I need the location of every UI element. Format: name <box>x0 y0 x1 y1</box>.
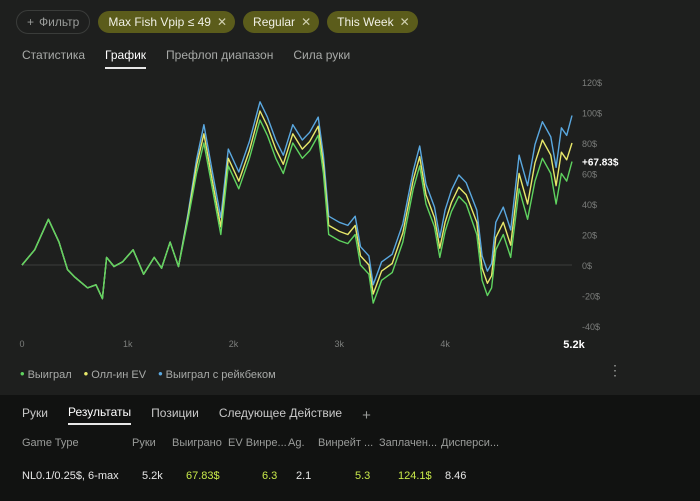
column-header-ev-winrate[interactable]: EV Винре... <box>228 437 287 449</box>
tab-hands[interactable]: Руки <box>22 406 48 420</box>
y-tick-label: 120$ <box>582 78 602 88</box>
y-tick-label: 0$ <box>582 261 592 271</box>
x-tick-label: 0 <box>19 339 24 349</box>
x-tick-label: 1k <box>123 339 133 349</box>
x-tick-label: 4k <box>440 339 450 349</box>
tab-statistics[interactable]: Статистика <box>22 48 86 62</box>
cell-winrate: 5.3 <box>355 470 371 482</box>
filter-chip-vpip[interactable]: Max Fish Vpip ≤ 49 ✕ <box>98 11 236 33</box>
column-header-winrate[interactable]: Винрейт ... <box>318 437 374 449</box>
legend-item-rakeback[interactable]: • Выиграл с рейкбеком <box>158 366 276 381</box>
x-tick-label: 3k <box>335 339 345 349</box>
main-tabs: Статистика График Префлоп диапазон Сила … <box>22 48 350 69</box>
close-icon[interactable]: ✕ <box>216 15 228 29</box>
results-chart[interactable]: 120$ 100$ 80$ 60$ 40$ 20$ 0$ -20$ -40$ 0 1k 2k 3k 4k 5… <box>0 70 700 360</box>
table-header: Game Type Руки Выиграно EV Винре... Ag. … <box>0 437 700 453</box>
bottom-tabs: Руки Результаты Позиции Следующее Действ… <box>22 405 371 425</box>
y-tick-label: 60$ <box>582 170 597 180</box>
table-row[interactable]: NL0.1/0.25$, 6-max 5.2k 67.83$ 6.3 2.1 5… <box>0 470 700 486</box>
y-tick-label: 40$ <box>582 200 597 210</box>
legend-label: Выиграл <box>27 369 72 381</box>
cell-ev-winrate: 6.3 <box>262 470 278 482</box>
series-line-0 <box>21 119 573 304</box>
more-options-icon[interactable]: ⋮ <box>608 362 622 378</box>
legend-item-won[interactable]: • Выиграл <box>20 366 72 381</box>
legend-label: Выиграл с рейкбеком <box>165 369 276 381</box>
column-header-game-type[interactable]: Game Type <box>22 437 79 449</box>
tab-results[interactable]: Результаты <box>67 405 132 425</box>
column-header-paid[interactable]: Заплачен... <box>379 437 438 449</box>
series-line-1 <box>21 110 573 300</box>
close-icon[interactable]: ✕ <box>301 15 312 29</box>
column-header-hands[interactable]: Руки <box>132 437 156 449</box>
filter-chip-week[interactable]: This Week ✕ <box>327 11 418 33</box>
cell-paid: 124.1$ <box>398 470 432 482</box>
filter-chip-label: Max Fish Vpip ≤ 49 <box>108 15 211 29</box>
results-panel: Руки Результаты Позиции Следующее Действ… <box>0 395 700 501</box>
column-header-won[interactable]: Выиграно <box>172 437 222 449</box>
x-tick-label: 2k <box>229 339 239 349</box>
chart-legend: • Выиграл • Олл-ин EV • Выиграл с рейкбеком <box>20 366 276 381</box>
tab-graph[interactable]: График <box>105 48 147 69</box>
current-value-label: +67.83$ <box>582 158 619 169</box>
cell-variance: 8.46 <box>445 470 467 482</box>
tab-positions[interactable]: Позиции <box>151 406 199 420</box>
cell-ag: 2.1 <box>296 470 312 482</box>
filter-chip-label: This Week <box>337 15 394 29</box>
tab-hand-strength[interactable]: Сила руки <box>293 48 351 62</box>
add-filter-button[interactable]: + Фильтр <box>16 10 91 34</box>
column-header-ag[interactable]: Ag. <box>288 437 305 449</box>
legend-dot: • <box>20 366 25 381</box>
add-tab-icon[interactable]: + <box>362 406 371 424</box>
plus-icon: + <box>27 15 35 29</box>
column-header-variance[interactable]: Дисперси... <box>441 437 500 449</box>
y-tick-label: -20$ <box>582 292 600 302</box>
cell-won: 67.83$ <box>186 470 220 482</box>
legend-dot: • <box>158 366 163 381</box>
y-tick-label: 80$ <box>582 139 597 149</box>
filter-chip-regular[interactable]: Regular ✕ <box>243 11 320 33</box>
y-tick-label: 100$ <box>582 109 602 119</box>
filter-bar: + Фильтр Max Fish Vpip ≤ 49 ✕ Regular ✕ … <box>16 10 418 34</box>
cell-game-type: NL0.1/0.25$, 6-max <box>22 470 119 482</box>
y-tick-label: 20$ <box>582 231 597 241</box>
tab-preflop-range[interactable]: Префлоп диапазон <box>166 48 274 62</box>
series-line-2 <box>21 101 573 300</box>
legend-item-allin-ev[interactable]: • Олл-ин EV <box>84 366 146 381</box>
legend-label: Олл-ин EV <box>91 369 147 381</box>
filter-chip-label: Regular <box>253 15 296 29</box>
close-icon[interactable]: ✕ <box>399 15 410 29</box>
cell-hands: 5.2k <box>142 470 163 482</box>
tab-next-action[interactable]: Следующее Действие <box>218 406 343 420</box>
y-tick-label: -40$ <box>582 322 600 332</box>
legend-dot: • <box>83 366 89 381</box>
add-filter-label: Фильтр <box>39 15 80 29</box>
x-end-label: 5.2k <box>563 339 585 351</box>
